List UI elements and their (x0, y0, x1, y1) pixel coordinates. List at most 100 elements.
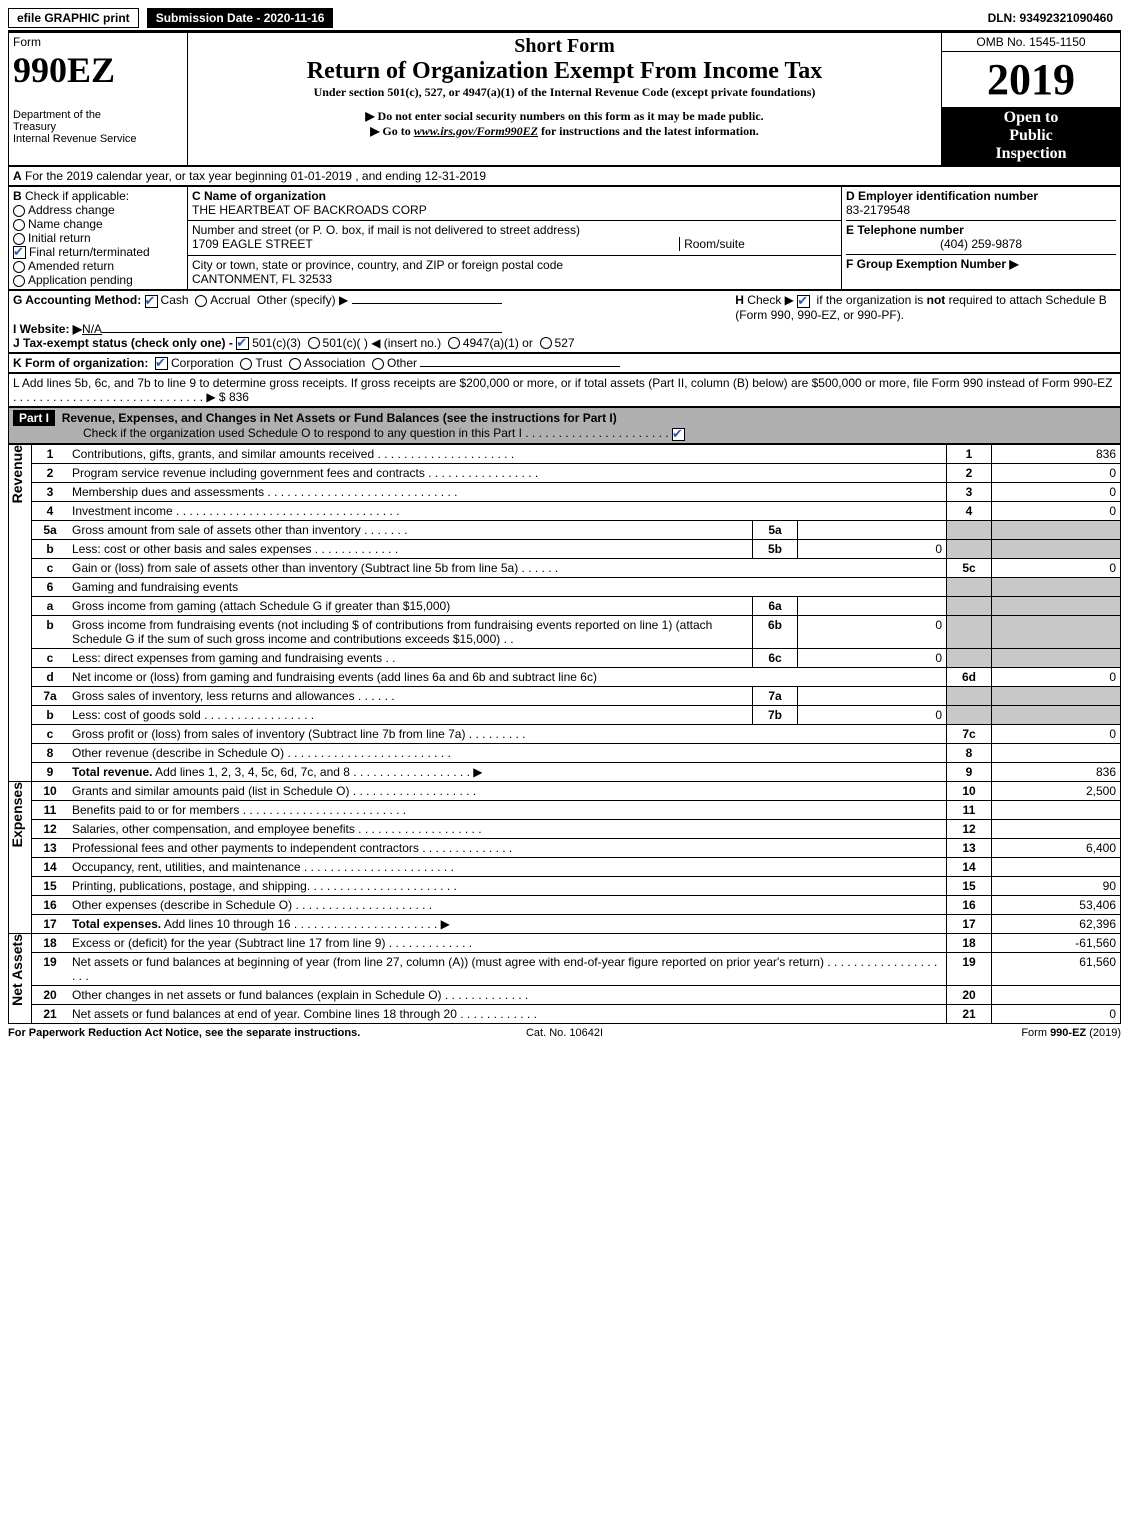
boxj-label: J Tax-exempt status (check only one) - (13, 336, 233, 350)
boxb-checkbox[interactable] (13, 233, 25, 245)
line-value: 0 (992, 482, 1121, 501)
right-num-shade (947, 648, 992, 667)
line-desc: Professional fees and other payments to … (68, 838, 947, 857)
line-number: 18 (32, 933, 69, 952)
line-desc: Less: cost of goods sold . . . . . . . .… (68, 705, 753, 724)
cash-checkbox[interactable] (145, 295, 158, 308)
org-name: THE HEARTBEAT OF BACKROADS CORP (192, 203, 427, 217)
line-number: 5a (32, 520, 69, 539)
phone-value: (404) 259-9878 (846, 237, 1116, 251)
line-number: 6 (32, 577, 69, 596)
table-row: Net Assets18Excess or (deficit) for the … (9, 933, 1121, 952)
line-value: 62,396 (992, 914, 1121, 933)
table-row: bLess: cost or other basis and sales exp… (9, 539, 1121, 558)
part1-schedo-checkbox[interactable] (672, 428, 685, 441)
sub-value (798, 686, 947, 705)
right-line-number: 6d (947, 667, 992, 686)
line-value: 61,560 (992, 952, 1121, 985)
line-number: 17 (32, 914, 69, 933)
table-row: 5aGross amount from sale of assets other… (9, 520, 1121, 539)
line-number: 4 (32, 501, 69, 520)
irs-link[interactable]: www.irs.gov/Form990EZ (414, 124, 538, 138)
sub-value (798, 520, 947, 539)
corp-checkbox[interactable] (155, 357, 168, 370)
sub-value: 0 (798, 648, 947, 667)
trust-radio[interactable] (240, 358, 252, 370)
right-line-number: 11 (947, 800, 992, 819)
addr-label: Number and street (or P. O. box, if mail… (192, 223, 580, 237)
boxb-checkbox[interactable] (13, 205, 25, 217)
otherorg-input[interactable] (420, 366, 620, 367)
boxb-label: Check if applicable: (25, 189, 129, 203)
form-label: Form (13, 35, 41, 49)
boxb-checkbox[interactable] (13, 261, 25, 273)
right-line-number: 1 (947, 444, 992, 463)
ein-value: 83-2179548 (846, 203, 910, 217)
right-line-number: 20 (947, 985, 992, 1004)
trust-label: Trust (255, 356, 282, 370)
boxd-label: D Employer identification number (846, 189, 1038, 203)
section-vertical-label: Revenue (9, 445, 25, 503)
table-row: cGain or (loss) from sale of assets othe… (9, 558, 1121, 577)
other-input[interactable] (352, 303, 502, 304)
form990ez-text: 990EZ (13, 50, 115, 90)
right-line-number: 9 (947, 762, 992, 781)
right-num-shade (947, 705, 992, 724)
boxb-item-label: Address change (28, 203, 115, 217)
line-value (992, 743, 1121, 762)
table-row: 7aGross sales of inventory, less returns… (9, 686, 1121, 705)
527-radio[interactable] (540, 337, 552, 349)
efile-print-button[interactable]: efile GRAPHIC print (8, 8, 139, 28)
line-number: 20 (32, 985, 69, 1004)
boxl-text: L Add lines 5b, 6c, and 7b to line 9 to … (13, 376, 1112, 390)
line-desc: Printing, publications, postage, and shi… (68, 876, 947, 895)
right-line-number: 18 (947, 933, 992, 952)
sub-line-number: 5b (753, 539, 798, 558)
line-desc: Occupancy, rent, utilities, and maintena… (68, 857, 947, 876)
city-value: CANTONMENT, FL 32533 (192, 272, 332, 286)
boxe-label: E Telephone number (846, 223, 964, 237)
line-value (992, 800, 1121, 819)
line-number: a (32, 596, 69, 615)
sub-value: 0 (798, 615, 947, 648)
501c3-checkbox[interactable] (236, 337, 249, 350)
sub-value: 0 (798, 705, 947, 724)
boxb-checkbox[interactable] (13, 275, 25, 287)
boxb-item-label: Application pending (28, 273, 133, 287)
right-line-number: 13 (947, 838, 992, 857)
501c-radio[interactable] (308, 337, 320, 349)
open-public-inspection: Open toPublicInspection (942, 107, 1121, 166)
4947-radio[interactable] (448, 337, 460, 349)
right-line-number: 7c (947, 724, 992, 743)
line-desc: Gross income from fundraising events (no… (68, 615, 753, 648)
boxh-checkbox[interactable] (797, 295, 810, 308)
line-number: 21 (32, 1004, 69, 1023)
right-line-number: 12 (947, 819, 992, 838)
sub-line-number: 5a (753, 520, 798, 539)
line-value (992, 857, 1121, 876)
part1-title: Revenue, Expenses, and Changes in Net As… (62, 411, 617, 425)
line-number: d (32, 667, 69, 686)
value-shade (992, 615, 1121, 648)
table-row: 4Investment income . . . . . . . . . . .… (9, 501, 1121, 520)
right-num-shade (947, 615, 992, 648)
boxb-checkbox[interactable] (13, 246, 26, 259)
accrual-radio[interactable] (195, 295, 207, 307)
assoc-radio[interactable] (289, 358, 301, 370)
value-shade (992, 686, 1121, 705)
line-desc: Net assets or fund balances at beginning… (68, 952, 947, 985)
cash-label: Cash (161, 293, 189, 307)
line-number: b (32, 539, 69, 558)
table-row: cLess: direct expenses from gaming and f… (9, 648, 1121, 667)
line-value: 836 (992, 444, 1121, 463)
value-shade (992, 539, 1121, 558)
line-number: 9 (32, 762, 69, 781)
section-vertical-label: Net Assets (9, 934, 25, 1006)
line-number: c (32, 648, 69, 667)
table-row: 8Other revenue (describe in Schedule O) … (9, 743, 1121, 762)
boxb-checkbox[interactable] (13, 219, 25, 231)
otherorg-radio[interactable] (372, 358, 384, 370)
table-row: 12Salaries, other compensation, and empl… (9, 819, 1121, 838)
boxb-item: Amended return (13, 259, 183, 273)
boxb-item: Final return/terminated (13, 245, 183, 259)
